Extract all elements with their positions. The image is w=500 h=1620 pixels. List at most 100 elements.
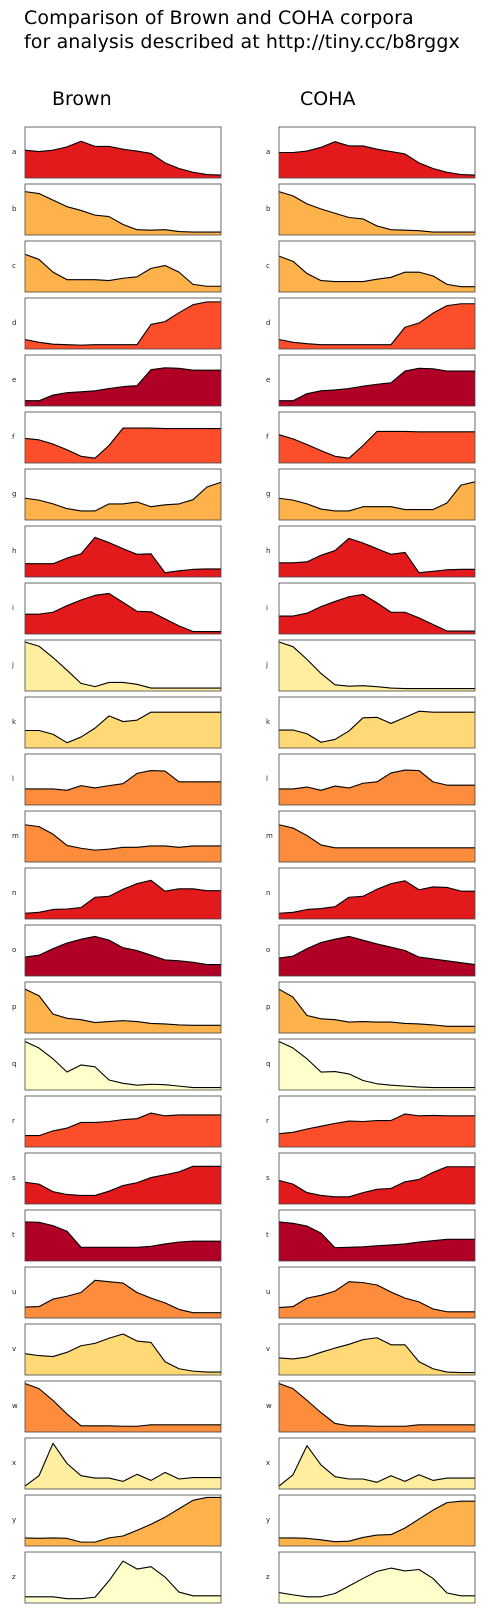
frame-f	[278, 411, 476, 464]
series-label-f: f	[12, 433, 15, 441]
area-a	[25, 141, 221, 178]
area-j	[25, 642, 221, 691]
line-n	[24, 879, 221, 914]
frame-x	[278, 1437, 476, 1490]
series-label-q: q	[12, 1060, 16, 1068]
series-label-z: z	[12, 1573, 16, 1581]
frame-z	[24, 1551, 222, 1604]
line-y	[24, 1496, 221, 1543]
area-b	[25, 191, 221, 235]
panel-coha-d: d	[266, 297, 476, 350]
area-u	[25, 1280, 221, 1318]
series-label-k: k	[12, 718, 17, 726]
panel-brown-i: i	[12, 582, 222, 635]
series-label-w: w	[12, 1402, 18, 1410]
line-e	[25, 367, 221, 402]
panel-brown-m: m	[12, 810, 222, 863]
frame-d	[278, 297, 476, 350]
area-l	[279, 770, 475, 805]
series-label-s: s	[266, 1174, 270, 1182]
panel-brown-y: y	[12, 1494, 222, 1547]
series-label-m: m	[266, 832, 273, 840]
frame-o	[24, 924, 222, 977]
frame-b	[24, 183, 222, 236]
line-h	[25, 536, 221, 574]
area-r	[25, 1113, 221, 1147]
frame-a	[278, 126, 476, 179]
series-label-a: a	[266, 148, 270, 156]
frame-t	[278, 1209, 476, 1262]
area-o	[25, 936, 221, 976]
area-c	[25, 254, 221, 292]
line-h	[279, 537, 475, 574]
line-g	[24, 481, 222, 512]
area-t	[25, 1221, 221, 1261]
line-u	[24, 1279, 221, 1314]
line-t	[24, 1221, 221, 1248]
panel-brown-s: s	[12, 1152, 222, 1205]
line-t	[278, 1221, 475, 1249]
series-label-h: h	[266, 547, 270, 555]
area-x	[25, 1443, 221, 1489]
panel-brown-e: e	[12, 354, 222, 407]
series-label-p: p	[12, 1003, 17, 1011]
panel-coha-o: o	[266, 924, 476, 977]
frame-i	[278, 582, 476, 635]
panel-coha-w: w	[266, 1380, 476, 1433]
area-y	[279, 1501, 475, 1546]
area-a	[279, 141, 475, 178]
line-w	[278, 1382, 475, 1427]
panel-coha-e: e	[266, 354, 476, 407]
line-q	[24, 1040, 221, 1089]
panel-coha-x: x	[266, 1437, 476, 1490]
panel-coha-i: i	[266, 582, 476, 635]
panel-coha-p: p	[266, 981, 476, 1034]
panel-brown-d: d	[12, 297, 222, 350]
frame-l	[278, 753, 476, 806]
series-label-d: d	[266, 319, 270, 327]
line-d	[278, 303, 475, 346]
area-d	[25, 301, 221, 349]
area-w	[279, 1383, 475, 1432]
panel-brown-w: w	[12, 1380, 222, 1433]
area-g	[279, 481, 475, 520]
area-s	[25, 1166, 221, 1204]
chart-title-line-1: Comparison of Brown and COHA corpora	[24, 7, 414, 29]
area-z	[25, 1561, 221, 1603]
area-m	[279, 824, 475, 862]
area-c	[279, 256, 475, 292]
area-v	[25, 1333, 221, 1375]
series-label-l: l	[12, 775, 14, 783]
panel-coha-j: j	[265, 639, 476, 692]
panel-brown-p: p	[12, 981, 222, 1034]
line-k	[279, 710, 475, 743]
line-l	[25, 770, 221, 791]
chart-title: Comparison of Brown and COHA corpora for…	[24, 6, 460, 54]
panel-brown-u: u	[12, 1266, 222, 1319]
series-label-y: y	[12, 1516, 16, 1524]
line-s	[278, 1166, 475, 1198]
series-label-n: n	[12, 889, 16, 897]
frame-w	[278, 1380, 476, 1433]
panel-coha-m: m	[266, 810, 476, 863]
panel-brown-r: r	[12, 1095, 222, 1148]
frame-g	[278, 468, 476, 521]
area-f	[279, 431, 475, 463]
frame-u	[278, 1266, 476, 1319]
frame-b	[278, 183, 476, 236]
frame-c	[24, 240, 222, 293]
panel-coha-r: r	[266, 1095, 476, 1148]
series-label-u: u	[266, 1288, 270, 1296]
frame-q	[24, 1038, 222, 1091]
area-s	[279, 1166, 475, 1204]
line-n	[278, 880, 475, 914]
series-label-r: r	[12, 1117, 15, 1125]
panel-coha-t: t	[266, 1209, 476, 1262]
frame-y	[24, 1494, 222, 1547]
frame-k	[24, 696, 222, 749]
frame-g	[24, 468, 222, 521]
frame-w	[24, 1380, 222, 1433]
area-b	[279, 191, 475, 235]
series-label-j: j	[11, 661, 14, 669]
panel-coha-a: a	[266, 126, 476, 179]
